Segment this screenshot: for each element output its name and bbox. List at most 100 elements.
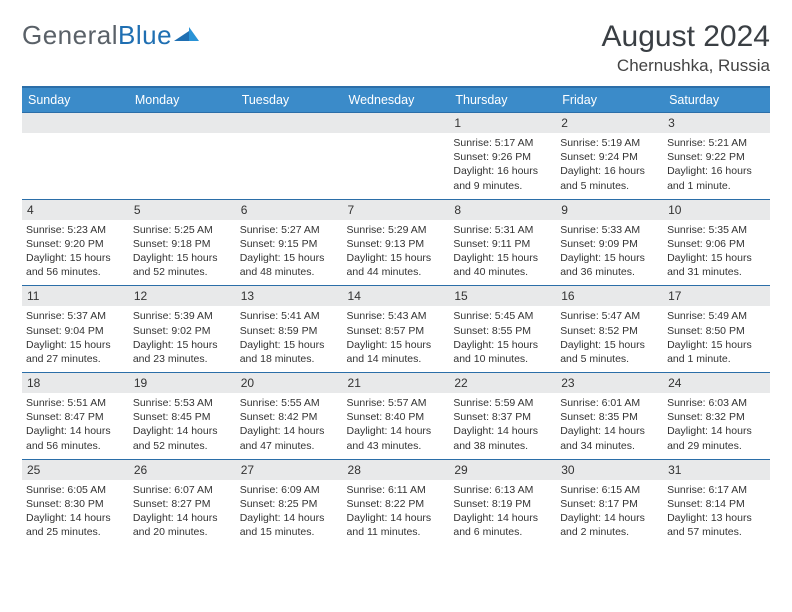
calendar-day-cell: 22Sunrise: 5:59 AMSunset: 8:37 PMDayligh… — [449, 373, 556, 460]
day-info-line: Sunrise: 6:15 AM — [560, 483, 659, 497]
day-info-line: Sunset: 8:50 PM — [667, 324, 766, 338]
day-info-line: Daylight: 14 hours and 56 minutes. — [26, 424, 125, 452]
day-info-line: Sunrise: 6:07 AM — [133, 483, 232, 497]
day-info-line: Sunrise: 5:55 AM — [240, 396, 339, 410]
day-info-line: Sunset: 8:30 PM — [26, 497, 125, 511]
logo-text-blue: Blue — [118, 20, 172, 50]
calendar-day-cell: 28Sunrise: 6:11 AMSunset: 8:22 PMDayligh… — [343, 459, 450, 545]
day-number — [343, 113, 450, 133]
day-info-line: Sunset: 9:20 PM — [26, 237, 125, 251]
day-info-line: Sunset: 8:37 PM — [453, 410, 552, 424]
day-info-line: Daylight: 14 hours and 52 minutes. — [133, 424, 232, 452]
day-number: 1 — [449, 113, 556, 133]
calendar-day-cell: 14Sunrise: 5:43 AMSunset: 8:57 PMDayligh… — [343, 286, 450, 373]
day-number: 14 — [343, 286, 450, 306]
day-number: 3 — [663, 113, 770, 133]
calendar-week-row: 18Sunrise: 5:51 AMSunset: 8:47 PMDayligh… — [22, 373, 770, 460]
weekday-header: Thursday — [449, 87, 556, 113]
logo-text-general: General — [22, 20, 118, 50]
calendar-day-cell: 19 Sunrise: 5:53 AMSunset: 8:45 PMDayligh… — [129, 373, 236, 460]
day-number: 30 — [556, 460, 663, 480]
day-info-line: Daylight: 16 hours and 5 minutes. — [560, 164, 659, 192]
day-info-line: Daylight: 14 hours and 29 minutes. — [667, 424, 766, 452]
day-info-line: Sunset: 9:22 PM — [667, 150, 766, 164]
calendar-body: 1Sunrise: 5:17 AMSunset: 9:26 PMDaylight… — [22, 113, 770, 546]
day-number: 23 — [556, 373, 663, 393]
day-info-line: Daylight: 15 hours and 56 minutes. — [26, 251, 125, 279]
calendar-week-row: 25Sunrise: 6:05 AMSunset: 8:30 PMDayligh… — [22, 459, 770, 545]
day-number: 4 — [22, 200, 129, 220]
day-info-line: Sunrise: 5:37 AM — [26, 309, 125, 323]
day-info-line: Sunset: 9:15 PM — [240, 237, 339, 251]
day-info-line: Sunset: 8:42 PM — [240, 410, 339, 424]
calendar-day-cell — [236, 113, 343, 200]
calendar-day-cell: 8Sunrise: 5:31 AMSunset: 9:11 PMDaylight… — [449, 199, 556, 286]
day-number: 18 — [22, 373, 129, 393]
weekday-header: Wednesday — [343, 87, 450, 113]
weekday-header-row: Sunday Monday Tuesday Wednesday Thursday… — [22, 87, 770, 113]
day-info-line: Sunset: 9:06 PM — [667, 237, 766, 251]
day-info-line: Daylight: 15 hours and 52 minutes. — [133, 251, 232, 279]
day-number: 19 — [129, 373, 236, 393]
day-number: 15 — [449, 286, 556, 306]
day-info-line: Daylight: 15 hours and 5 minutes. — [560, 338, 659, 366]
day-info-line: Sunset: 8:59 PM — [240, 324, 339, 338]
day-number: 21 — [343, 373, 450, 393]
day-info-line: Sunset: 8:25 PM — [240, 497, 339, 511]
day-number: 27 — [236, 460, 343, 480]
day-info-line: Sunset: 8:14 PM — [667, 497, 766, 511]
day-info-line: Daylight: 15 hours and 23 minutes. — [133, 338, 232, 366]
weekday-header: Saturday — [663, 87, 770, 113]
day-info-line: Sunset: 9:02 PM — [133, 324, 232, 338]
title-block: August 2024 Chernushka, Russia — [602, 20, 770, 76]
day-info-line: Sunset: 9:04 PM — [26, 324, 125, 338]
calendar-day-cell: 17Sunrise: 5:49 AMSunset: 8:50 PMDayligh… — [663, 286, 770, 373]
day-info-line: Sunrise: 5:47 AM — [560, 309, 659, 323]
calendar-day-cell: 1Sunrise: 5:17 AMSunset: 9:26 PMDaylight… — [449, 113, 556, 200]
calendar-day-cell: 9Sunrise: 5:33 AMSunset: 9:09 PMDaylight… — [556, 199, 663, 286]
day-info-line: Daylight: 14 hours and 2 minutes. — [560, 511, 659, 539]
calendar-week-row: 1Sunrise: 5:17 AMSunset: 9:26 PMDaylight… — [22, 113, 770, 200]
day-info-line: Sunrise: 6:05 AM — [26, 483, 125, 497]
day-info-line: Daylight: 13 hours and 57 minutes. — [667, 511, 766, 539]
calendar-day-cell: 4 Sunrise: 5:23 AMSunset: 9:20 PMDaylight… — [22, 199, 129, 286]
day-info-line: Sunrise: 5:39 AM — [133, 309, 232, 323]
day-number: 11 — [22, 286, 129, 306]
day-info-line: Sunrise: 5:41 AM — [240, 309, 339, 323]
day-info-line: Sunset: 8:45 PM — [133, 410, 232, 424]
calendar-day-cell: 7Sunrise: 5:29 AMSunset: 9:13 PMDaylight… — [343, 199, 450, 286]
day-number — [22, 113, 129, 133]
day-info-line: Daylight: 15 hours and 14 minutes. — [347, 338, 446, 366]
day-info-line: Sunrise: 6:01 AM — [560, 396, 659, 410]
day-info-line: Daylight: 14 hours and 47 minutes. — [240, 424, 339, 452]
calendar-day-cell: 30Sunrise: 6:15 AMSunset: 8:17 PMDayligh… — [556, 459, 663, 545]
day-info-line: Sunset: 8:19 PM — [453, 497, 552, 511]
calendar-page: GeneralBlue August 2024 Chernushka, Russ… — [0, 0, 792, 555]
day-info-line: Sunrise: 6:17 AM — [667, 483, 766, 497]
calendar-day-cell — [22, 113, 129, 200]
day-info-line: Sunset: 8:52 PM — [560, 324, 659, 338]
day-info-line: Sunrise: 5:53 AM — [133, 396, 232, 410]
day-info-line: Daylight: 14 hours and 25 minutes. — [26, 511, 125, 539]
day-number: 13 — [236, 286, 343, 306]
day-info-line: Sunset: 9:18 PM — [133, 237, 232, 251]
day-info-line: Daylight: 16 hours and 1 minute. — [667, 164, 766, 192]
day-info-line: Sunrise: 5:27 AM — [240, 223, 339, 237]
calendar-day-cell: 21Sunrise: 5:57 AMSunset: 8:40 PMDayligh… — [343, 373, 450, 460]
day-info-line: Daylight: 15 hours and 40 minutes. — [453, 251, 552, 279]
day-info-line: Sunset: 8:27 PM — [133, 497, 232, 511]
calendar-table: Sunday Monday Tuesday Wednesday Thursday… — [22, 86, 770, 545]
page-header: GeneralBlue August 2024 Chernushka, Russ… — [22, 20, 770, 76]
calendar-day-cell: 5Sunrise: 5:25 AMSunset: 9:18 PMDaylight… — [129, 199, 236, 286]
calendar-day-cell: 18Sunrise: 5:51 AMSunset: 8:47 PMDayligh… — [22, 373, 129, 460]
calendar-day-cell: 10Sunrise: 5:35 AMSunset: 9:06 PMDayligh… — [663, 199, 770, 286]
logo: GeneralBlue — [22, 20, 200, 51]
day-number — [129, 113, 236, 133]
day-info-line: Sunset: 8:32 PM — [667, 410, 766, 424]
weekday-header: Tuesday — [236, 87, 343, 113]
calendar-day-cell: 20Sunrise: 5:55 AMSunset: 8:42 PMDayligh… — [236, 373, 343, 460]
day-number: 9 — [556, 200, 663, 220]
calendar-week-row: 4Sunrise: 5:23 AMSunset: 9:20 PMDaylight… — [22, 199, 770, 286]
day-info-line: Sunrise: 5:29 AM — [347, 223, 446, 237]
day-info-line: Sunrise: 5:23 AM — [26, 223, 125, 237]
